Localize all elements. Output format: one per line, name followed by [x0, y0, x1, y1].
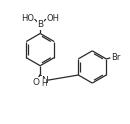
Text: HO: HO — [21, 14, 34, 23]
Text: N: N — [41, 76, 48, 85]
Text: OH: OH — [47, 14, 60, 23]
Text: B: B — [37, 20, 43, 29]
Text: H: H — [41, 79, 47, 88]
Text: O: O — [32, 78, 39, 87]
Text: Br: Br — [111, 53, 120, 62]
